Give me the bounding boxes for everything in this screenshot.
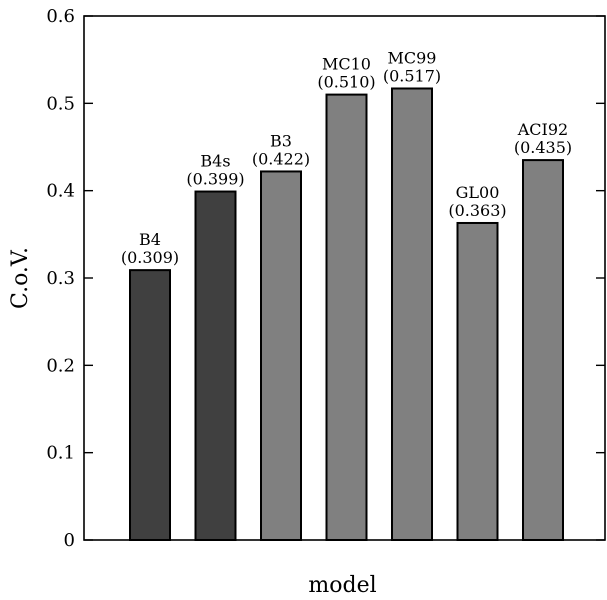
bar-value-label: (0.422) <box>252 149 310 168</box>
bar-gl00 <box>456 221 499 541</box>
bar-name-label: B3 <box>270 131 292 150</box>
plot-frame <box>83 15 606 541</box>
bar-labels-group: B4(0.309) B4s(0.399) B3(0.422) MC10(0.510) M… <box>121 48 572 267</box>
y-tick-label: 0.1 <box>46 443 75 464</box>
y-tick-label: 0 <box>64 530 75 551</box>
bars-group <box>129 87 564 541</box>
y-tick-label: 0.6 <box>46 6 75 27</box>
bar-name-label: MC99 <box>388 48 437 67</box>
bar-name-label: B4 <box>139 230 161 249</box>
bar-b4s <box>194 190 237 541</box>
bar-value-label: (0.435) <box>514 138 572 157</box>
bar-value-label: (0.510) <box>317 73 375 92</box>
bar-b4 <box>129 269 171 541</box>
bar-name-label: B4s <box>200 152 230 171</box>
y-axis-ticks: 0 0.1 0.2 0.3 0.4 0.5 0.6 <box>46 6 605 551</box>
bar-aci92 <box>522 159 564 541</box>
y-tick-label: 0.5 <box>46 93 75 114</box>
bar-b3 <box>260 170 302 541</box>
y-axis-label: C.o.V. <box>8 247 33 309</box>
bar-value-label: (0.399) <box>186 170 244 189</box>
y-tick-label: 0.3 <box>46 268 75 289</box>
bar-name-label: GL00 <box>456 183 500 202</box>
bar-name-label: ACI92 <box>517 120 568 139</box>
bar-mc99 <box>391 87 433 541</box>
bar-value-label: (0.363) <box>448 201 506 220</box>
y-tick-label: 0.2 <box>46 355 75 376</box>
bar-mc10 <box>325 93 368 541</box>
y-tick-label: 0.4 <box>46 181 75 202</box>
bar-value-label: (0.517) <box>383 66 441 85</box>
x-axis-label: model <box>308 573 376 598</box>
bar-value-label: (0.309) <box>121 248 179 267</box>
bar-name-label: MC10 <box>322 55 371 74</box>
